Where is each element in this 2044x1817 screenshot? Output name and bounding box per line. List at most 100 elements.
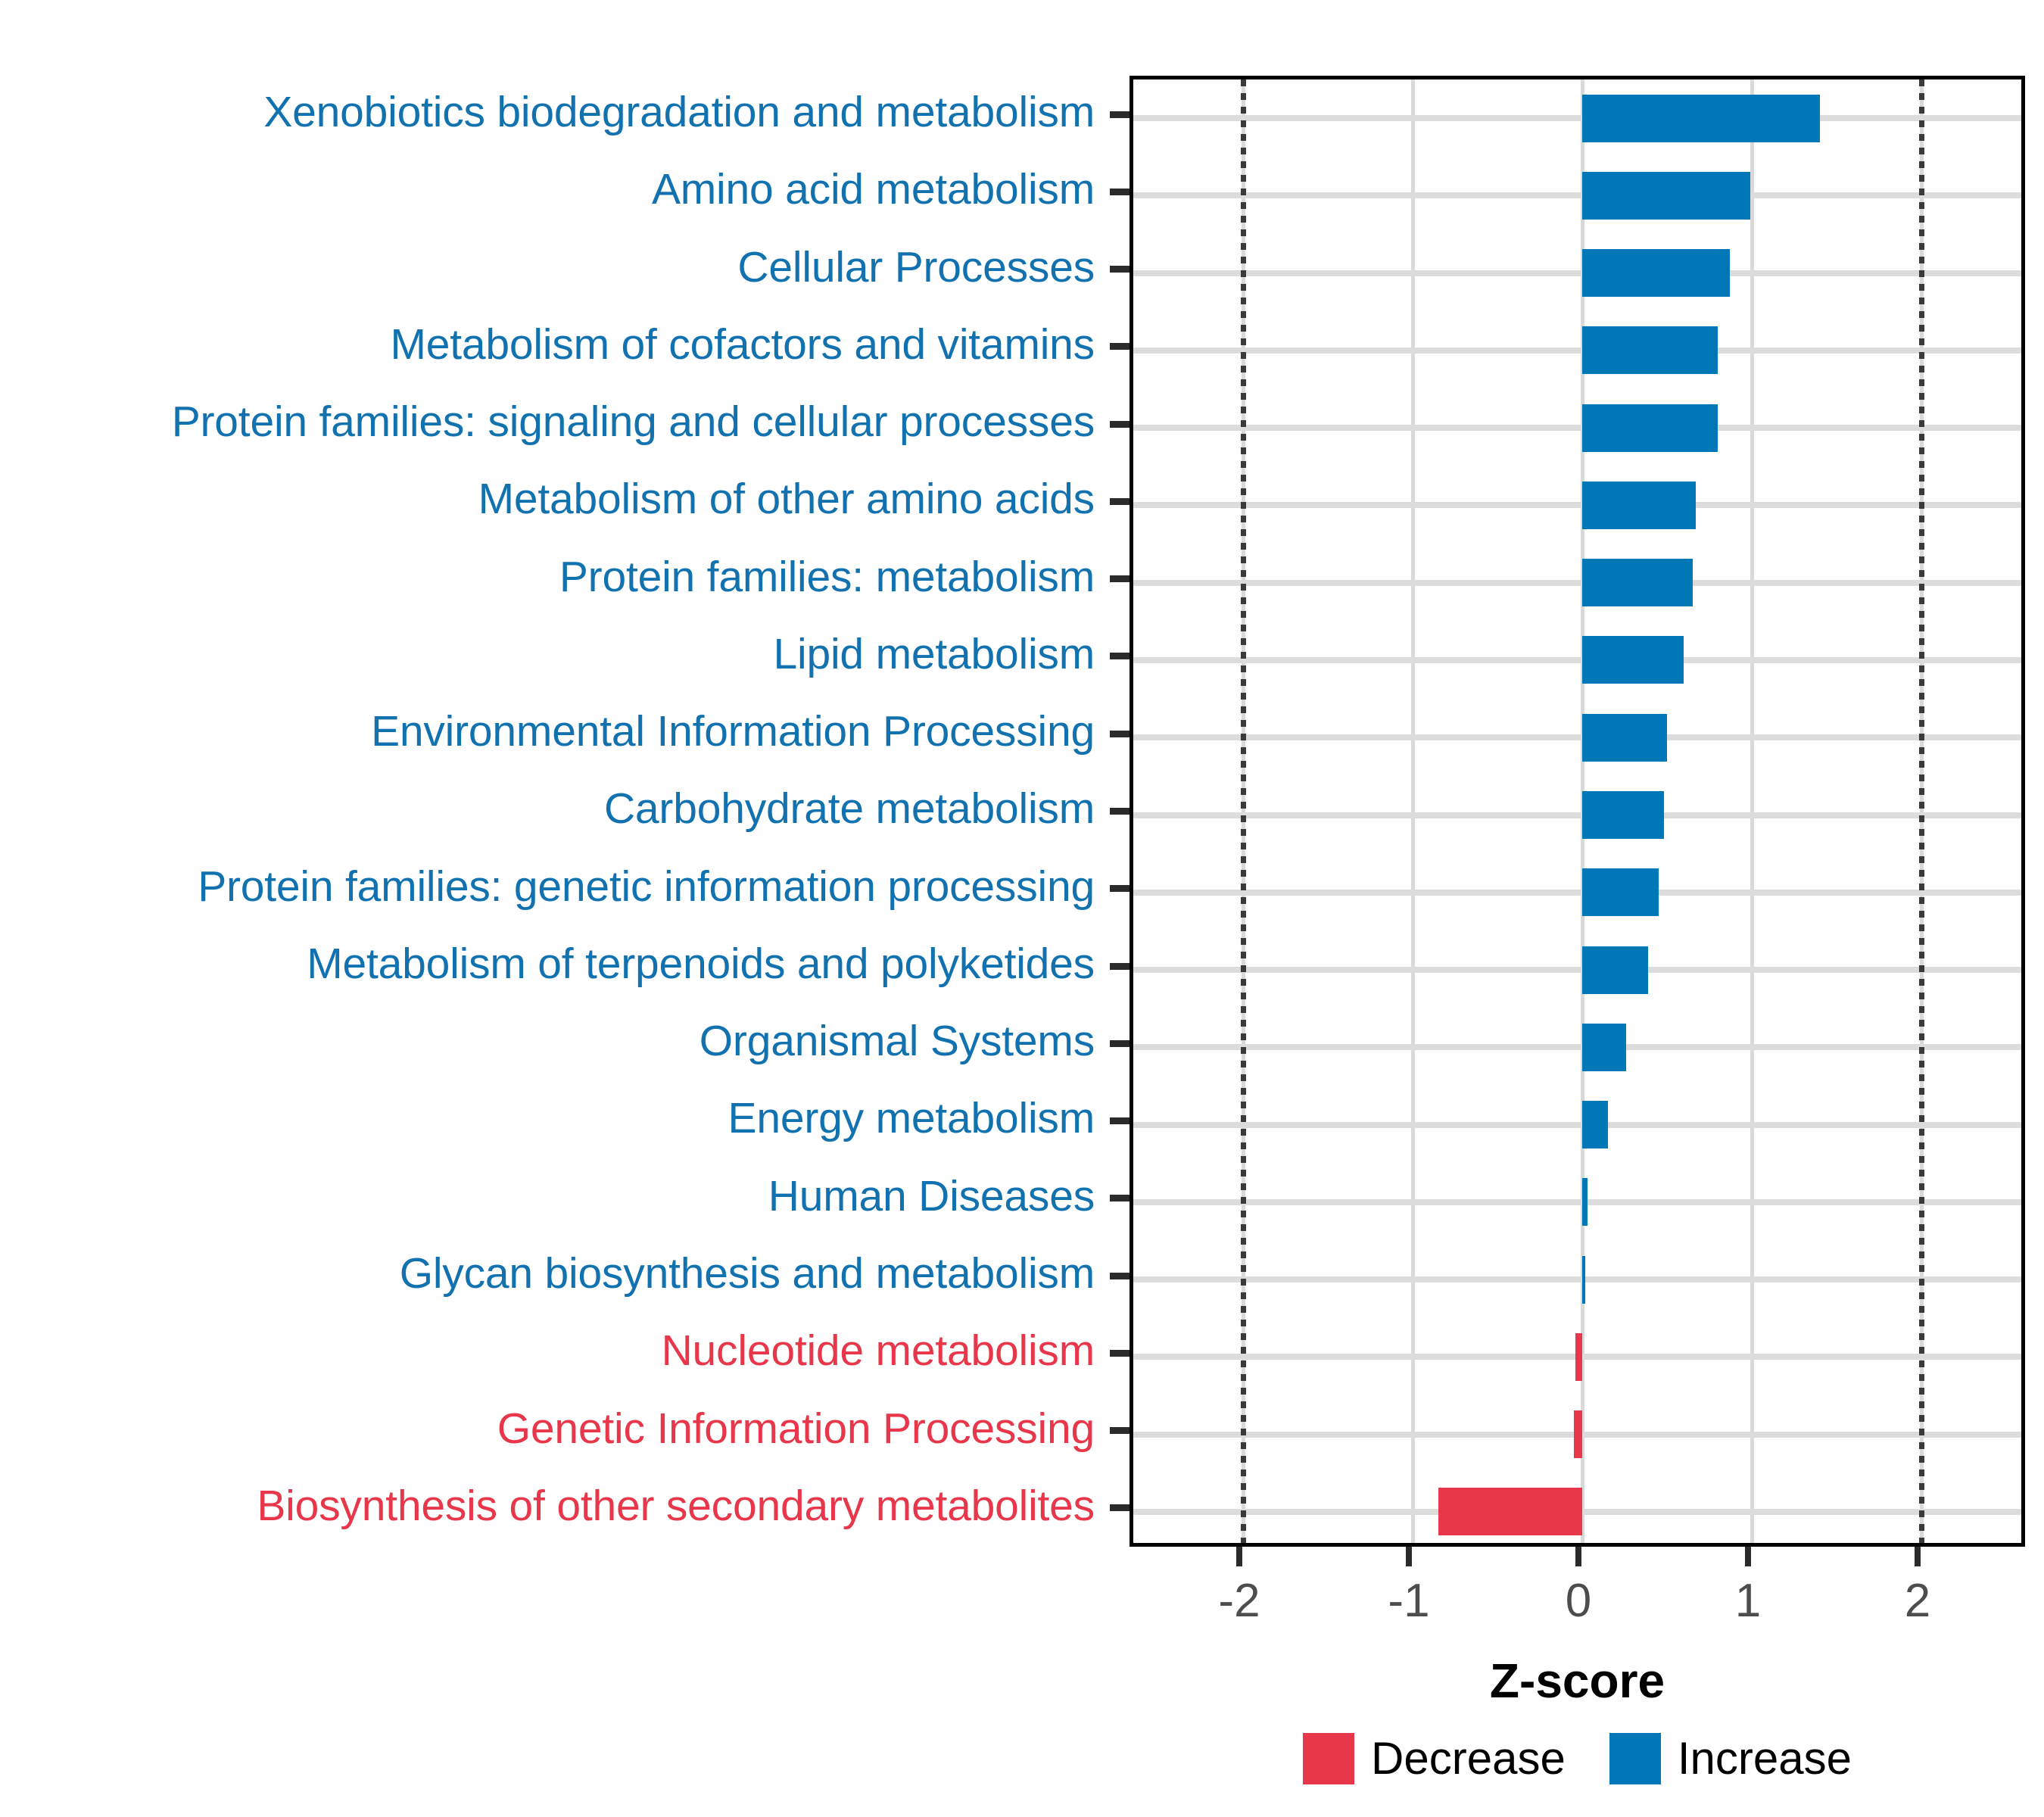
y-gridline — [1133, 115, 2021, 122]
category-label: Human Diseases — [768, 1171, 1095, 1220]
y-tick-mark — [1110, 343, 1129, 351]
y-gridline — [1133, 425, 2021, 432]
bar — [1582, 1178, 1588, 1226]
category-label-row: Metabolism of terpenoids and polyketides — [307, 927, 1095, 1001]
category-label: Protein families: signaling and cellular… — [171, 397, 1095, 447]
y-tick-mark — [1110, 1039, 1129, 1047]
bar — [1582, 791, 1664, 839]
bar — [1582, 868, 1659, 917]
category-label: Xenobiotics biodegradation and metabolis… — [263, 88, 1095, 137]
y-tick-mark — [1110, 575, 1129, 583]
reference-line — [1918, 79, 1924, 1543]
category-label: Cellular Processes — [737, 242, 1095, 291]
y-tick-mark — [1110, 808, 1129, 815]
x-tick-mark — [1745, 1547, 1751, 1566]
category-label: Organismal Systems — [699, 1017, 1095, 1066]
legend-item[interactable]: Decrease — [1303, 1732, 1566, 1784]
category-label: Energy metabolism — [728, 1094, 1095, 1143]
x-tick-mark — [1575, 1547, 1581, 1566]
x-axis-title: Z-score — [1489, 1653, 1665, 1708]
x-tick-mark — [1406, 1547, 1412, 1566]
legend-swatch-icon — [1303, 1732, 1355, 1784]
x-gridline — [1410, 79, 1415, 1543]
y-gridline — [1133, 656, 2021, 663]
y-tick-mark — [1110, 1349, 1129, 1357]
y-gridline — [1133, 734, 2021, 741]
bar — [1582, 559, 1693, 607]
y-tick-mark — [1110, 188, 1129, 195]
category-label-row: Cellular Processes — [737, 231, 1095, 304]
category-label: Metabolism of cofactors and vitamins — [390, 319, 1095, 369]
y-gridline — [1133, 967, 2021, 974]
category-label-row: Metabolism of cofactors and vitamins — [390, 308, 1095, 382]
bar — [1582, 404, 1718, 452]
bar — [1575, 1332, 1582, 1381]
bar — [1582, 713, 1667, 762]
x-tick-label: -1 — [1388, 1575, 1430, 1627]
y-gridline — [1133, 1276, 2021, 1283]
y-tick-mark — [1110, 1504, 1129, 1512]
category-label-row: Human Diseases — [768, 1160, 1095, 1233]
y-gridline — [1133, 1121, 2021, 1128]
x-tick-label: 0 — [1565, 1575, 1592, 1627]
category-label: Metabolism of terpenoids and polyketides — [307, 939, 1095, 988]
bar — [1582, 1023, 1627, 1071]
x-tick-label: 2 — [1904, 1575, 1931, 1627]
x-tick-mark — [1915, 1547, 1921, 1566]
category-label-row: Metabolism of other amino acids — [478, 463, 1095, 536]
category-label-row: Genetic Information Processing — [497, 1392, 1095, 1465]
y-gridline — [1133, 1198, 2021, 1205]
category-label-row: Amino acid metabolism — [652, 153, 1095, 226]
bar — [1582, 326, 1718, 375]
y-gridline — [1133, 192, 2021, 199]
bar — [1582, 171, 1750, 220]
legend-swatch-icon — [1609, 1732, 1661, 1784]
y-tick-mark — [1110, 1272, 1129, 1279]
bar — [1582, 94, 1820, 142]
category-label: Glycan biosynthesis and metabolism — [399, 1249, 1095, 1298]
bar — [1582, 249, 1730, 298]
bar — [1438, 1488, 1582, 1536]
category-label-row: Environmental Information Processing — [371, 695, 1095, 768]
category-label: Biosynthesis of other secondary metaboli… — [257, 1481, 1095, 1530]
category-axis-labels: Xenobiotics biodegradation and metabolis… — [0, 76, 1113, 1547]
category-label-row: Carbohydrate metabolism — [604, 772, 1095, 846]
category-label: Carbohydrate metabolism — [603, 784, 1095, 834]
legend-label: Decrease — [1371, 1733, 1566, 1784]
category-label: Amino acid metabolism — [651, 165, 1095, 214]
bar — [1582, 636, 1684, 684]
reference-line — [1240, 79, 1246, 1543]
y-gridline — [1133, 812, 2021, 818]
category-label-row: Glycan biosynthesis and metabolism — [400, 1237, 1095, 1311]
category-label-row: Lipid metabolism — [774, 618, 1095, 691]
y-gridline — [1133, 347, 2021, 354]
x-tick-label: 1 — [1734, 1575, 1762, 1627]
category-label-row: Protein families: genetic information pr… — [198, 850, 1095, 924]
y-tick-mark — [1110, 1427, 1129, 1435]
x-tick-label: -2 — [1218, 1575, 1260, 1627]
y-tick-mark — [1110, 1195, 1129, 1202]
category-label-row: Biosynthesis of other secondary metaboli… — [257, 1469, 1095, 1543]
category-label-row: Energy metabolism — [728, 1082, 1095, 1155]
y-gridline — [1133, 1044, 2021, 1051]
y-gridline — [1133, 889, 2021, 896]
category-label: Metabolism of other amino acids — [478, 475, 1095, 524]
y-gridline — [1133, 502, 2021, 509]
legend-label: Increase — [1677, 1733, 1852, 1784]
bar — [1582, 1255, 1586, 1304]
legend-item[interactable]: Increase — [1609, 1732, 1852, 1784]
plot-area — [1133, 79, 2021, 1543]
category-label-row: Protein families: metabolism — [559, 541, 1095, 614]
category-label-row: Xenobiotics biodegradation and metabolis… — [263, 76, 1095, 149]
y-tick-mark — [1110, 420, 1129, 428]
y-tick-mark — [1110, 653, 1129, 660]
bar — [1582, 946, 1649, 994]
y-tick-mark — [1110, 111, 1129, 118]
category-label-row: Organismal Systems — [700, 1005, 1095, 1078]
category-label: Protein families: metabolism — [559, 552, 1095, 601]
y-tick-mark — [1110, 730, 1129, 737]
bar — [1573, 1410, 1582, 1459]
y-tick-mark — [1110, 885, 1129, 893]
y-tick-mark — [1110, 497, 1129, 505]
